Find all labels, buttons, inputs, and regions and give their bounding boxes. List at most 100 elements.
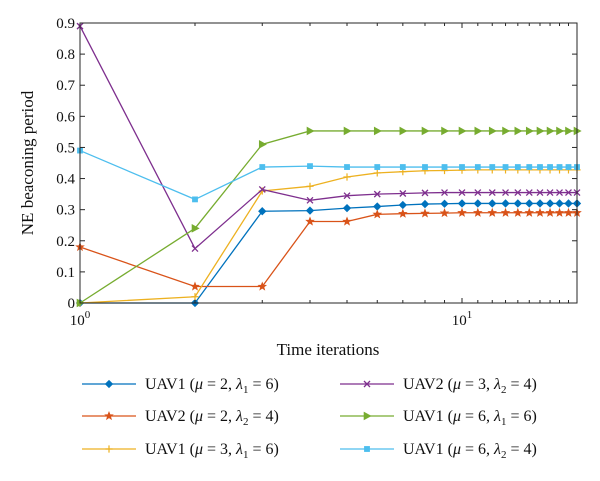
legend-mu: μ — [452, 408, 461, 425]
legend-item: UAV1 (μ = 6, λ1 = 6) — [340, 408, 537, 428]
legend-marker — [104, 379, 114, 389]
y-axis: 0 0.1 0.2 0.3 0.4 0.5 0.6 0.7 0.8 0.9 — [56, 16, 577, 312]
legend-text: = 6, — [461, 441, 494, 458]
legend-text: UAV2 ( — [403, 376, 453, 393]
y-tick-label: 0.3 — [56, 203, 75, 219]
legend-mu: μ — [194, 376, 203, 393]
legend-mu: μ — [452, 441, 461, 458]
legend-lambda: λ — [235, 408, 243, 425]
legend-label: UAV1 (μ = 2, λ1 = 6) — [145, 376, 279, 396]
legend: UAV1 (μ = 2, λ1 = 6)UAV2 (μ = 2, λ2 = 4)… — [82, 376, 537, 461]
legend-mu: μ — [194, 408, 203, 425]
data-point — [556, 189, 563, 197]
data-point — [500, 207, 511, 217]
data-point — [258, 185, 266, 193]
data-point — [555, 199, 564, 208]
legend-item: UAV1 (μ = 6, λ2 = 4) — [340, 441, 537, 461]
legend-lambda: λ — [493, 408, 501, 425]
data-point — [535, 199, 545, 208]
series-6 — [77, 147, 580, 203]
data-point — [258, 140, 267, 149]
data-point — [191, 245, 199, 253]
y-tick-label: 0.5 — [56, 140, 75, 156]
series-layer — [75, 22, 582, 308]
data-point — [526, 164, 533, 170]
data-point — [191, 293, 199, 301]
legend-subscript: 2 — [243, 416, 249, 428]
legend-text: = 4) — [506, 376, 536, 393]
legend-subscript: 1 — [243, 384, 249, 396]
data-point — [422, 164, 428, 170]
data-point — [554, 207, 565, 217]
legend-label: UAV2 (μ = 2, λ2 = 4) — [145, 408, 279, 428]
legend-mu: μ — [194, 441, 203, 458]
data-point — [525, 189, 533, 197]
legend-item: UAV1 (μ = 2, λ1 = 6) — [82, 376, 279, 396]
data-point — [545, 207, 555, 217]
x-tick-exponent: 0 — [85, 309, 91, 321]
data-point — [259, 164, 266, 170]
data-point — [565, 189, 572, 197]
x-tick-label: 101 — [452, 309, 473, 329]
y-tick-label: 0 — [68, 296, 76, 312]
data-point — [525, 126, 534, 136]
data-point — [420, 208, 430, 218]
data-point — [546, 126, 555, 136]
legend-text: = 6) — [506, 408, 536, 425]
data-point — [305, 216, 315, 226]
data-point — [536, 189, 544, 197]
legend-subscript: 1 — [501, 416, 507, 428]
data-point — [547, 164, 553, 170]
y-tick-label: 0.4 — [56, 172, 75, 188]
data-point — [545, 199, 555, 208]
series-line — [79, 25, 577, 250]
data-point — [421, 189, 429, 197]
legend-item: UAV2 (μ = 3, λ2 = 4) — [340, 376, 537, 396]
data-point — [192, 196, 198, 203]
data-point — [399, 190, 407, 197]
legend-text: UAV1 ( — [403, 441, 453, 458]
legend-item: UAV2 (μ = 2, λ2 = 4) — [82, 408, 279, 428]
legend-mu: μ — [452, 376, 461, 393]
legend-text: = 4) — [506, 441, 536, 458]
data-point — [457, 207, 467, 217]
data-point — [258, 207, 267, 216]
legend-marker — [363, 411, 372, 421]
data-point — [344, 164, 350, 170]
legend-text: = 6) — [248, 376, 278, 393]
legend-text: = 6, — [461, 408, 494, 425]
data-point — [514, 164, 521, 170]
x-tick-base: 10 — [70, 313, 85, 329]
data-point — [564, 199, 573, 208]
data-point — [420, 199, 430, 209]
data-point — [399, 126, 408, 136]
data-point — [191, 224, 200, 233]
data-point — [458, 126, 467, 136]
data-point — [489, 164, 496, 170]
legend-item: UAV1 (μ = 3, λ1 = 6) — [82, 441, 279, 461]
x-tick-exponent: 1 — [467, 309, 473, 321]
data-point — [488, 189, 496, 197]
data-point — [343, 173, 351, 181]
data-point — [546, 189, 554, 197]
legend-label: UAV1 (μ = 6, λ2 = 4) — [403, 441, 537, 461]
data-point — [556, 126, 565, 136]
x-tick-base: 10 — [452, 313, 467, 329]
data-point — [343, 192, 351, 200]
y-tick-label: 0.2 — [56, 234, 75, 250]
data-point — [372, 209, 383, 219]
data-point — [488, 126, 497, 136]
data-point — [373, 126, 382, 136]
data-point — [535, 207, 545, 217]
legend-text: = 2, — [203, 408, 236, 425]
data-point — [502, 126, 511, 136]
data-point — [525, 199, 534, 208]
legend-lambda: λ — [493, 376, 501, 393]
data-point — [537, 164, 543, 170]
data-point — [513, 207, 523, 217]
legend-label: UAV2 (μ = 3, λ2 = 4) — [403, 376, 537, 396]
data-point — [373, 190, 381, 198]
y-tick-label: 0.8 — [56, 47, 75, 63]
legend-label: UAV1 (μ = 3, λ1 = 6) — [145, 441, 279, 461]
data-point — [441, 164, 448, 170]
